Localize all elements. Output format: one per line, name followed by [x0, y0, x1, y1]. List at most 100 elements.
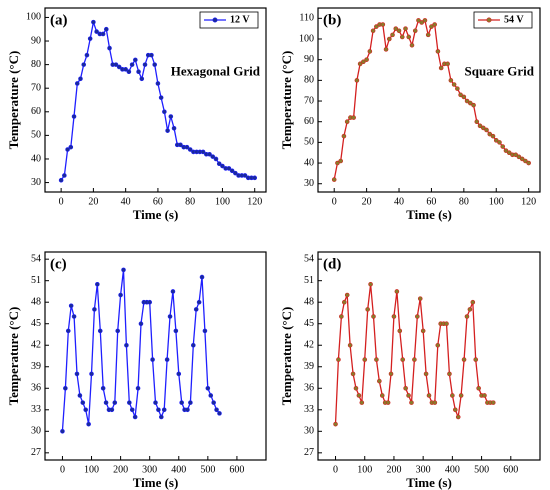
data-point	[77, 393, 83, 398]
data-point	[65, 147, 70, 152]
data-point	[464, 314, 470, 319]
data-point	[493, 138, 499, 143]
x-tick-label: 80	[185, 196, 195, 207]
data-point	[233, 170, 238, 176]
data-point	[139, 76, 145, 82]
data-point	[482, 393, 487, 398]
data-point	[383, 47, 389, 52]
data-point	[193, 307, 199, 312]
data-point	[353, 385, 359, 391]
data-point	[68, 144, 74, 150]
data-point	[394, 289, 400, 294]
data-point	[471, 102, 476, 108]
data-point	[412, 357, 417, 362]
y-tick-label: 27	[304, 447, 314, 458]
plot-frame	[44, 7, 267, 193]
y-tick-label: 50	[31, 130, 41, 141]
data-point	[519, 156, 525, 162]
data-point	[432, 22, 437, 27]
plot-frame	[44, 251, 267, 461]
data-point	[455, 414, 461, 420]
y-axis-label: Temperature (°C)	[6, 307, 21, 406]
x-tick-label: 600	[503, 464, 518, 475]
y-tick-label: 30	[304, 178, 314, 189]
x-tick-label: 400	[171, 464, 186, 475]
x-tick-label: 300	[142, 464, 157, 475]
y-tick-label: 27	[31, 447, 41, 458]
data-line	[333, 19, 530, 180]
data-point	[173, 328, 179, 334]
y-axis-label: Temperature (°C)	[6, 51, 21, 150]
y-tick-label: 51	[31, 275, 41, 286]
data-point	[159, 414, 164, 420]
data-point	[191, 342, 196, 348]
y-tick-label: 48	[304, 297, 314, 308]
data-point	[185, 407, 190, 413]
data-point	[357, 61, 363, 67]
data-point	[335, 160, 340, 166]
legend-box	[473, 11, 533, 29]
data-point	[468, 100, 473, 106]
y-tick-label: 40	[304, 157, 314, 168]
x-tick-label: 400	[445, 464, 460, 475]
data-point	[377, 378, 382, 384]
data-point	[406, 393, 411, 398]
data-point	[435, 342, 441, 348]
legend-label: 12 V	[230, 14, 250, 25]
x-tick-label: 120	[521, 196, 536, 207]
x-tick-label: 120	[247, 196, 262, 207]
data-point	[403, 26, 408, 31]
x-tick-label: 0	[60, 464, 65, 475]
data-point	[161, 407, 167, 413]
y-tick-label: 30	[31, 426, 41, 437]
data-point	[503, 148, 509, 153]
data-point	[477, 123, 483, 129]
x-tick-label: 200	[113, 464, 128, 475]
data-point	[448, 78, 454, 83]
data-point	[91, 19, 96, 25]
x-tick-label: 80	[459, 196, 469, 207]
data-point	[409, 400, 414, 405]
y-tick-label: 54	[31, 253, 41, 264]
x-tick-label: 200	[386, 464, 401, 475]
data-point	[341, 133, 347, 139]
data-point	[513, 152, 518, 158]
data-point	[126, 69, 132, 74]
data-point	[103, 26, 109, 32]
data-point	[94, 29, 99, 34]
data-point	[71, 114, 77, 119]
y-tick-label: 110	[299, 13, 314, 24]
data-point	[432, 400, 438, 405]
data-point	[351, 115, 356, 120]
data-point	[450, 393, 455, 398]
y-tick-label: 40	[31, 153, 41, 164]
data-point	[497, 140, 502, 145]
legend-box	[199, 11, 259, 29]
panel-title: (c)	[50, 256, 67, 272]
data-point	[490, 133, 496, 139]
x-tick-label: 0	[59, 196, 64, 207]
plot-frame	[317, 251, 541, 461]
data-point	[425, 32, 431, 38]
y-axis-label: Temperature (°C)	[279, 51, 294, 150]
data-point	[214, 407, 219, 413]
data-point	[87, 36, 93, 41]
data-point	[365, 307, 370, 312]
data-point	[63, 385, 68, 391]
data-point	[176, 371, 182, 377]
data-point	[158, 95, 164, 100]
x-tick-label: 300	[416, 464, 431, 475]
y-tick-label: 90	[31, 35, 41, 46]
data-point	[516, 154, 522, 160]
data-point	[199, 274, 205, 280]
data-point	[127, 400, 132, 405]
data-point	[179, 400, 184, 405]
data-point	[200, 149, 206, 155]
data-point	[419, 20, 425, 25]
data-point	[60, 429, 65, 434]
data-point	[138, 321, 144, 327]
x-tick-label: 40	[121, 196, 131, 207]
data-point	[359, 400, 365, 405]
data-point	[338, 158, 343, 164]
data-point	[490, 400, 496, 405]
